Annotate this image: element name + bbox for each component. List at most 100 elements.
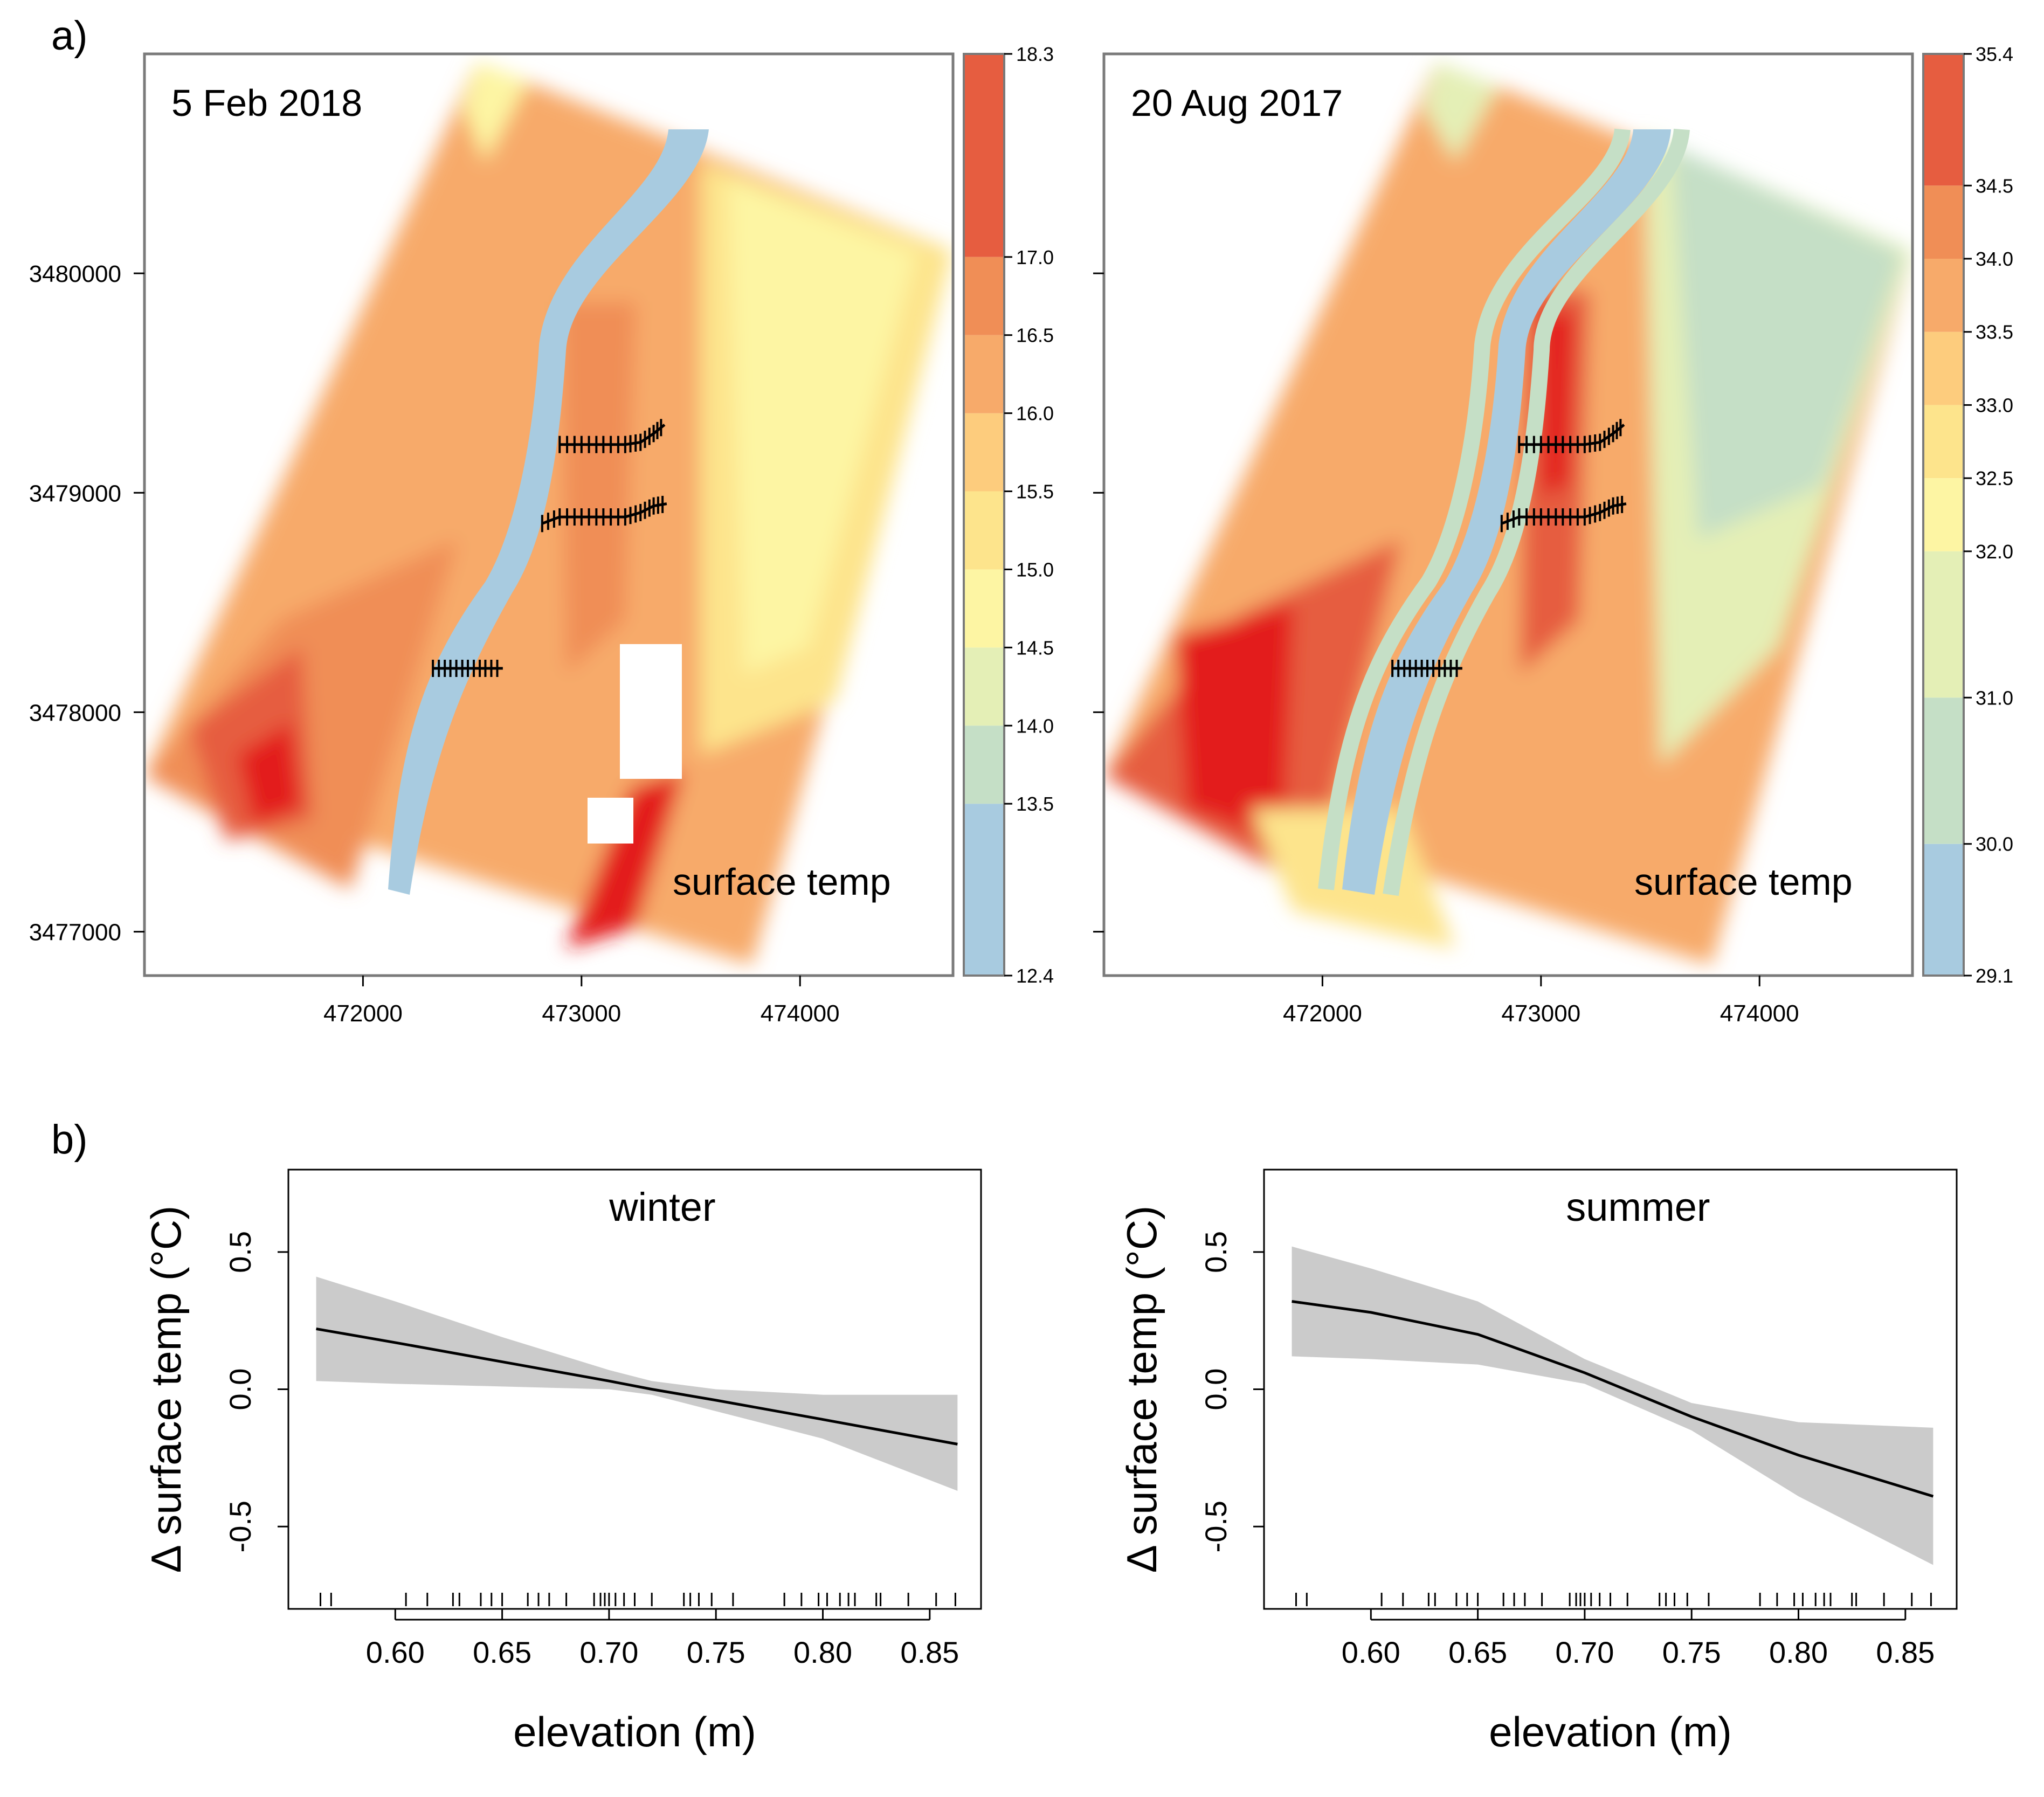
map-warm-band [561,302,636,674]
x-tick-label: 0.85 [900,1635,959,1669]
x-tick-label: 0.60 [366,1635,425,1669]
legend-tick-label: 32.5 [1976,467,2013,489]
x-tick-label: 0.80 [1769,1635,1828,1669]
legend-tick-label: 33.0 [1976,394,2013,416]
x-tick-label: 472000 [323,1000,403,1027]
map-variable-label: surface temp [673,861,891,903]
transect-line [541,502,667,525]
legend-tick-label: 15.0 [1016,558,1054,580]
map-north-cool [464,62,528,162]
y-tick-label: 3478000 [29,700,121,726]
legend-swatch [964,413,1004,492]
legend-tick-label: 14.5 [1016,637,1054,659]
map-date-label: 20 Aug 2017 [1131,82,1343,124]
legend-tick-label: 18.3 [1016,43,1054,65]
x-axis-title: elevation (m) [513,1708,756,1755]
y-axis-title: Δ surface temp (°C) [142,1206,190,1573]
legend-swatch [964,725,1004,804]
x-tick-label: 0.75 [1662,1635,1721,1669]
map-panel-summer: 472000 473000 474000 20 Aug 2017 surface t… [1093,43,2013,1027]
map-ridge-hot [1542,313,1574,496]
legend-swatch [964,491,1004,570]
river [388,129,709,895]
map-axes: 472000 473000 474000 [1093,272,1799,1027]
transect-line [1501,502,1627,525]
fit-line [316,1327,958,1446]
color-legend: 12.4 13.5 14.0 14.5 15.0 15.5 16.0 16.5 17.0 18.3 [963,43,1054,987]
legend-tick-label: 34.5 [1976,175,2013,197]
transect-markers [1391,419,1627,677]
map-hot-core [237,722,302,825]
y-tick-label: 0.0 [1199,1369,1233,1411]
y-tick-label: 0.5 [1199,1231,1233,1273]
legend-tick-label: 17.0 [1016,246,1054,268]
map-north-cool [1423,62,1499,162]
legend-tick-label: 30.0 [1976,833,2013,855]
legend-swatch [1923,54,1964,186]
legend-tick-label: 14.0 [1016,715,1054,737]
map-frame [143,52,955,977]
map-frame [1102,52,1914,977]
y-tick-label: 3477000 [29,920,121,946]
legend-swatch [1923,405,1964,479]
legend-swatch [1923,478,1964,551]
map-south-hot [566,771,685,949]
legend-swatch [1923,259,1964,332]
x-tick-label: 0.85 [1876,1635,1935,1669]
x-tick-label: 0.60 [1342,1635,1400,1669]
transect-markers [432,419,667,677]
legend-swatch [964,257,1004,335]
legend-frame [963,53,1005,977]
legend-frame [1922,53,1965,977]
color-legend: 29.1 30.0 31.0 32.0 32.5 33.0 33.5 34.0 34.5 35.4 [1922,43,2013,987]
map-east-cooler [1671,146,1903,539]
panel-label-b: b) [51,1117,88,1163]
legend-swatch [964,647,1004,726]
legend-swatch [1923,844,1964,976]
map-axes: 472000 473000 474000 3477000 3478000 3479000 3… [29,261,840,1027]
y-tick-label: -0.5 [223,1501,257,1553]
x-tick-label: 0.70 [579,1635,638,1669]
y-tick-label: 0.0 [223,1369,257,1411]
map-variable-label: surface temp [1634,861,1853,903]
y-tick-label: -0.5 [1199,1501,1233,1553]
x-tick-label: 473000 [1501,1000,1580,1027]
chart-summer: 0.60 0.65 0.70 0.75 0.80 0.85 -0.5 0.0 0.5 summer… [1118,1169,1958,1755]
panel-label-a: a) [51,13,88,59]
x-axis-title: elevation (m) [1489,1708,1732,1755]
legend-swatch [1923,697,1964,844]
map-panel-winter: 472000 473000 474000 3477000 3478000 3479000 3… [29,43,1054,1027]
chart-winter: 0.60 0.65 0.70 0.75 0.80 0.85 -0.5 0.0 0.5 winter… [142,1169,982,1755]
nodata-patch [588,798,633,844]
nodata-patch [620,644,682,779]
y-axis-title: Δ surface temp (°C) [1118,1206,1165,1573]
confidence-band [1292,1246,1933,1565]
x-tick-label: 474000 [761,1000,840,1027]
legend-swatch [1923,551,1964,698]
legend-tick-label: 35.4 [1976,43,2013,65]
x-tick-label: 0.70 [1555,1635,1614,1669]
y-tick-label: 3479000 [29,480,121,507]
legend-tick-label: 13.5 [1016,793,1054,815]
river-edge [1318,128,1631,890]
map-hot-core [1175,604,1294,841]
legend-swatch [964,335,1004,413]
x-tick-label: 473000 [542,1000,621,1027]
legend-swatch [1923,331,1964,405]
legend-tick-label: 34.0 [1976,248,2013,270]
legend-swatch [964,804,1004,976]
legend-tick-label: 32.0 [1976,541,2013,563]
legend-swatch [964,54,1004,257]
river-edge [1383,128,1690,896]
legend-tick-label: 33.5 [1976,321,2013,343]
x-tick-label: 472000 [1283,1000,1362,1027]
legend-tick-label: 12.4 [1016,965,1054,987]
confidence-band [316,1276,958,1491]
y-tick-label: 3480000 [29,261,121,287]
x-tick-label: 0.75 [687,1635,745,1669]
map-date-label: 5 Feb 2018 [171,82,362,124]
legend-swatch [1923,185,1964,259]
legend-tick-label: 16.5 [1016,324,1054,347]
x-tick-label: 0.65 [1448,1635,1507,1669]
